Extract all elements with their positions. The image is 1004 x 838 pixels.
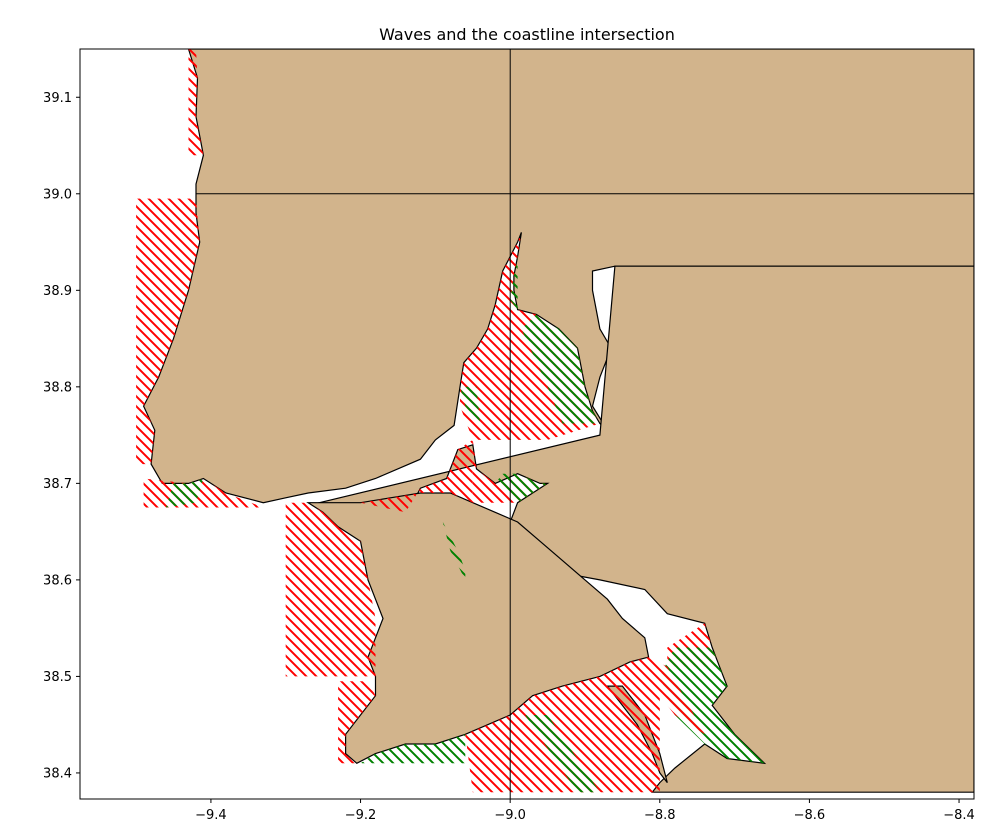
hatch-region-green [659,647,765,764]
x-tick-label: −9.2 [345,808,377,823]
y-tick-label: 38.9 [43,284,72,299]
hatch-region-red [338,681,376,764]
plot-frame [79,48,975,800]
hatch-region-green [460,386,481,426]
x-tick-label: −8.4 [943,808,975,823]
hatch-region-green [442,522,466,580]
x-tick-label: −8.8 [644,808,676,823]
x-tick-label: −9.0 [494,808,526,823]
x-tick-label: −9.4 [195,808,227,823]
y-tick-label: 38.7 [43,477,72,492]
y-tick-label: 38.4 [43,766,72,781]
hatch-region-green [166,478,204,508]
hatch-region-green [360,734,466,764]
land-layer [142,49,974,793]
hatch-region-red [136,198,200,465]
y-tick-label: 38.8 [43,380,72,395]
y-tick-label: 39.1 [43,91,72,106]
x-axis: −9.4 −9.2 −9.0 −8.8 −8.6 −8.4 [195,799,975,823]
hatch-layer [136,49,765,793]
hatch-region-green [521,314,600,424]
hatch-region-red [285,502,376,677]
x-tick-label: −8.6 [794,808,826,823]
hatch-region-red [360,439,473,513]
y-tick-label: 39.0 [43,187,72,202]
hatch-region-red [629,657,705,735]
y-axis: 38.4 38.5 38.6 38.7 38.8 38.9 39.0 39.1 [43,91,80,781]
chart-title: Waves and the coastline intersection [379,25,675,44]
y-tick-label: 38.6 [43,573,72,588]
hatch-region-green [525,715,600,793]
hatch-region-red [188,49,204,156]
hatch-region-red [465,661,660,793]
border-layer [196,49,974,799]
y-tick-label: 38.5 [43,670,72,685]
hatch-region-green [510,256,518,310]
hatch-region-green [495,473,548,503]
